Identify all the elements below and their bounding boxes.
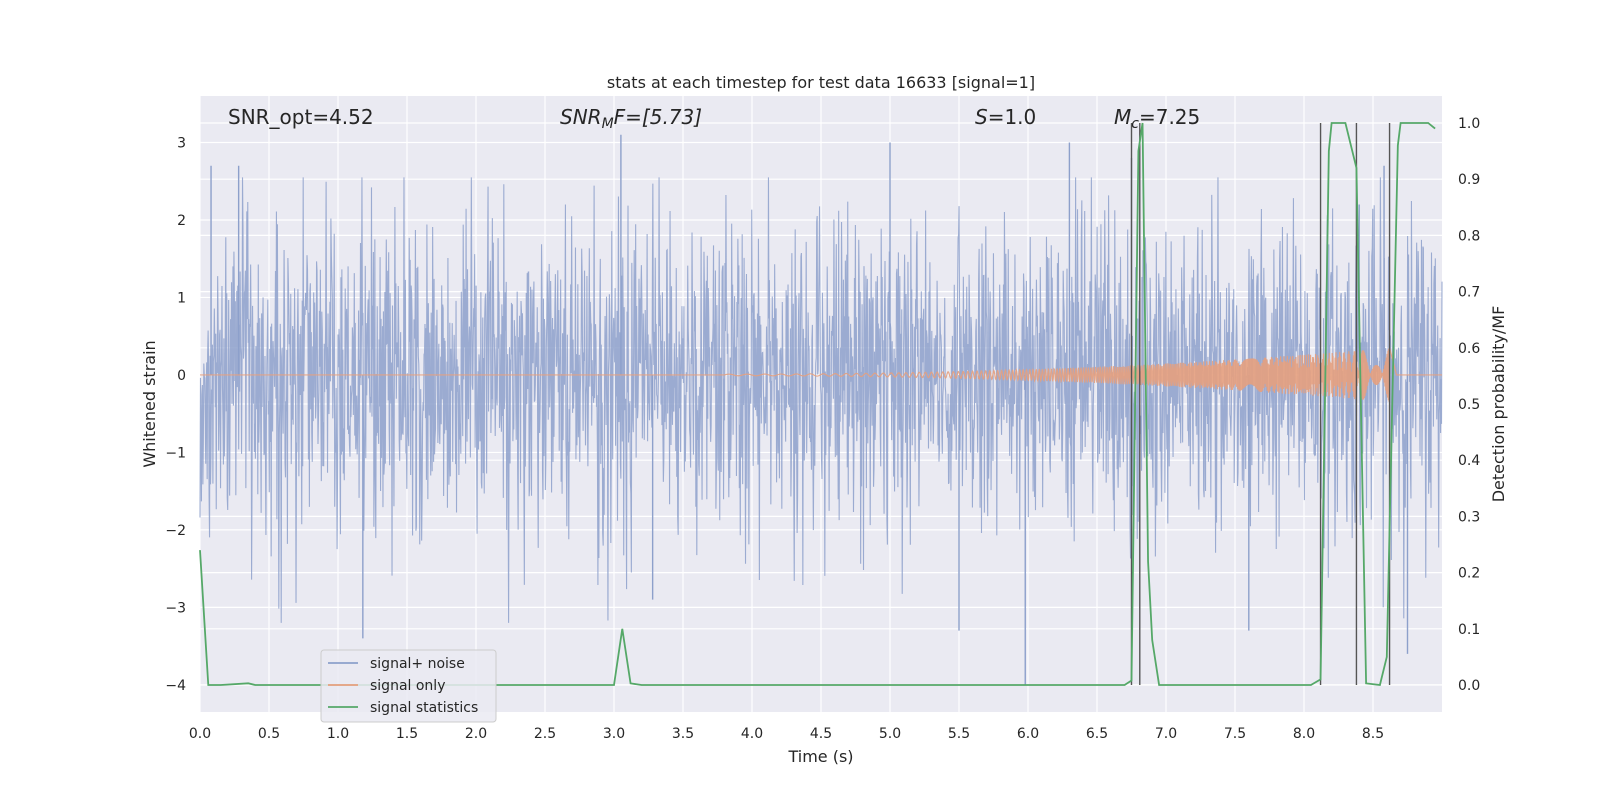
y-right-tick-label: 0.6 — [1458, 341, 1480, 357]
x-tick-label: 1.5 — [396, 726, 418, 742]
x-tick-label: 5.0 — [879, 726, 901, 742]
x-tick-label: 6.5 — [1086, 726, 1108, 742]
legend-label-signal-statistics: signal statistics — [370, 700, 478, 716]
annotation-s: S=1.0 — [975, 105, 1036, 129]
y-right-tick-label: 0.4 — [1458, 453, 1480, 469]
legend: signal+ noise signal only signal statist… — [320, 649, 497, 723]
x-tick-label: 3.0 — [603, 726, 625, 742]
y-right-tick-label: 1.0 — [1458, 116, 1480, 132]
vertical-markers — [1130, 122, 1391, 686]
y-right-axis-label: Detection probability/MF — [1489, 306, 1508, 503]
x-tick-label: 7.0 — [1155, 726, 1177, 742]
x-tick-label: 0.0 — [189, 726, 211, 742]
y-tick-label: 3 — [177, 135, 186, 151]
y-axis-ticks: 3 2 1 0 −1 −2 −3 −4 — [165, 135, 186, 693]
y-right-tick-label: 0.8 — [1458, 228, 1480, 244]
y-right-tick-label: 0.7 — [1458, 285, 1480, 301]
x-tick-label: 2.5 — [534, 726, 556, 742]
y-tick-label: 2 — [177, 213, 186, 229]
annotation-snr-mf: SNRMF=[5.73] — [560, 105, 702, 132]
y-right-tick-label: 0.9 — [1458, 172, 1480, 188]
x-tick-label: 0.5 — [258, 726, 280, 742]
x-tick-label: 7.5 — [1224, 726, 1246, 742]
signal-only-series — [200, 347, 1442, 402]
x-axis-label: Time (s) — [787, 747, 853, 766]
x-tick-label: 8.5 — [1362, 726, 1384, 742]
y-tick-label: −4 — [165, 678, 186, 694]
x-tick-label: 4.5 — [810, 726, 832, 742]
x-tick-label: 1.0 — [327, 726, 349, 742]
x-tick-label: 5.5 — [948, 726, 970, 742]
annotation-mc: Mc=7.25 — [1114, 105, 1200, 132]
x-tick-label: 8.0 — [1293, 726, 1315, 742]
x-tick-label: 6.0 — [1017, 726, 1039, 742]
annotation-snr-opt: SNR_opt=4.52 — [228, 105, 374, 129]
y-right-tick-label: 0.3 — [1458, 509, 1480, 525]
x-tick-label: 2.0 — [465, 726, 487, 742]
y-right-tick-label: 0.0 — [1458, 678, 1480, 694]
y-right-tick-label: 0.5 — [1458, 397, 1480, 413]
y-right-tick-label: 0.2 — [1458, 566, 1480, 582]
y-tick-label: −1 — [165, 445, 186, 461]
chart-title: stats at each timestep for test data 166… — [607, 73, 1035, 92]
y-axis-label: Whitened strain — [140, 340, 159, 467]
legend-label-signal-only: signal only — [370, 678, 445, 694]
x-axis-ticks: 0.0 0.5 1.0 1.5 2.0 2.5 3.0 3.5 4.0 4.5 5.0 5.5 6.0 6… — [189, 726, 1384, 742]
x-tick-label: 3.5 — [672, 726, 694, 742]
y-tick-label: −3 — [165, 600, 186, 616]
y-tick-label: 1 — [177, 290, 186, 306]
y-tick-label: 0 — [177, 368, 186, 384]
legend-label-signal-noise: signal+ noise — [370, 656, 465, 672]
legend-box — [320, 649, 497, 723]
x-tick-label: 4.0 — [741, 726, 763, 742]
signal-plus-noise-line — [199, 177, 1443, 623]
y-tick-label: −2 — [165, 523, 186, 539]
y-right-tick-label: 0.1 — [1458, 622, 1480, 638]
y-right-axis-ticks: 1.0 0.9 0.8 0.7 0.6 0.5 0.4 0.3 0.2 0.1 0.0 — [1458, 116, 1480, 694]
signal-only-line — [200, 347, 1442, 402]
